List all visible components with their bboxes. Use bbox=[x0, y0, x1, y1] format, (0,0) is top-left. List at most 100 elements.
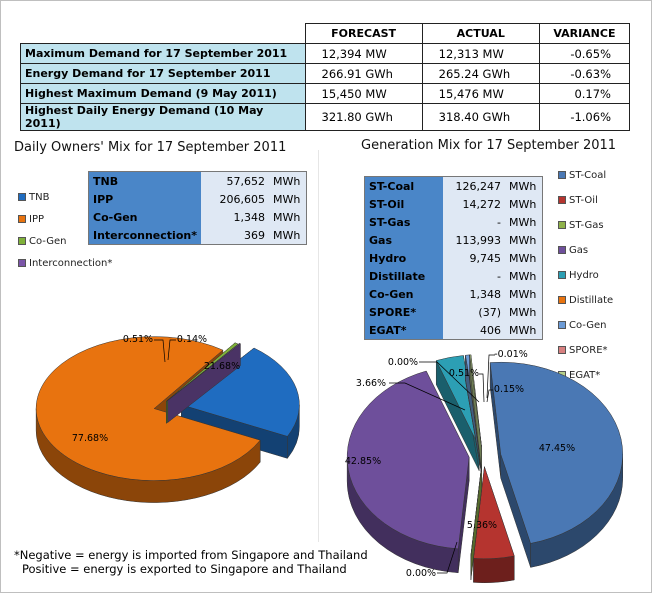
table-row: Energy Demand for 17 September 2011 266.… bbox=[20, 63, 631, 84]
table-row: ST-Gas - MWh bbox=[364, 213, 543, 231]
mix-unit: MWh bbox=[505, 249, 543, 267]
mix-value: 57,652 bbox=[200, 171, 269, 190]
actual-header: ACTUAL bbox=[421, 23, 540, 44]
data-label: 5.36% bbox=[467, 520, 497, 531]
mix-key: ST-Oil bbox=[364, 195, 443, 213]
legend-item: TNB bbox=[18, 192, 49, 203]
data-label: 21.68% bbox=[204, 361, 240, 372]
legend-item: ST-Coal bbox=[558, 170, 606, 181]
legend-item: Co-Gen bbox=[18, 236, 67, 247]
footnote-line-2: Positive = energy is exported to Singapo… bbox=[22, 562, 347, 576]
mix-key: Interconnection* bbox=[88, 226, 201, 245]
mix-unit: MWh bbox=[505, 303, 543, 321]
footnote-line-1: *Negative = energy is imported from Sing… bbox=[14, 548, 368, 562]
mix-value: 1,348 bbox=[200, 208, 269, 226]
legend-swatch bbox=[558, 196, 566, 204]
mix-value: 369 bbox=[200, 226, 269, 245]
mix-unit: MWh bbox=[505, 176, 543, 195]
generation-pie-chart: 47.45%5.36%0.00%42.85%3.66%0.00%0.51%-0.… bbox=[345, 349, 623, 583]
table-row: SPORE* (37) MWh bbox=[364, 303, 543, 321]
actual-value: 265.24 GWh bbox=[421, 63, 540, 84]
row-label: Highest Maximum Demand (9 May 2011) bbox=[20, 83, 306, 104]
pie-slice-st-coal bbox=[489, 361, 623, 568]
mix-key: ST-Gas bbox=[364, 213, 443, 231]
data-label: 0.00% bbox=[388, 357, 418, 368]
leader-line bbox=[486, 389, 493, 403]
mix-value: 206,605 bbox=[200, 190, 269, 208]
data-label: 0.15% bbox=[494, 384, 524, 395]
table-row: Interconnection* 369 MWh bbox=[88, 226, 307, 245]
mix-value: - bbox=[443, 213, 505, 231]
owners-mix-table: TNB 57,652 MWh IPP 206,605 MWh Co-Gen 1,348 MW… bbox=[88, 171, 308, 245]
summary-header-row: FORECAST ACTUAL VARIANCE bbox=[20, 23, 631, 44]
variance-value: -0.65% bbox=[538, 43, 631, 64]
table-row: ST-Oil 14,272 MWh bbox=[364, 195, 543, 213]
leader-line bbox=[154, 339, 166, 363]
mix-key: SPORE* bbox=[364, 303, 443, 321]
data-label: 0.00% bbox=[406, 568, 436, 579]
data-label: 0.51% bbox=[123, 334, 153, 345]
table-row: Highest Daily Energy Demand (10 May 2011… bbox=[20, 103, 631, 131]
mix-value: (37) bbox=[443, 303, 505, 321]
legend-swatch bbox=[18, 237, 26, 245]
legend-label: EGAT* bbox=[569, 370, 601, 381]
mix-key: ST-Coal bbox=[364, 176, 443, 195]
mix-value: 9,745 bbox=[443, 249, 505, 267]
mix-unit: MWh bbox=[505, 321, 543, 340]
pie-slice-egat- bbox=[469, 354, 482, 471]
summary-header-blank bbox=[20, 23, 305, 44]
pie-slice-st-oil bbox=[473, 466, 515, 583]
mix-key: TNB bbox=[88, 171, 201, 190]
demand-summary-table: FORECAST ACTUAL VARIANCE Maximum Demand … bbox=[20, 23, 631, 131]
legend-label: Hydro bbox=[569, 270, 599, 281]
legend-swatch bbox=[18, 215, 26, 223]
row-label: Maximum Demand for 17 September 2011 bbox=[20, 43, 306, 64]
legend-item: ST-Oil bbox=[558, 195, 598, 206]
table-row: Co-Gen 1,348 MWh bbox=[364, 285, 543, 303]
mix-value: 406 bbox=[443, 321, 505, 340]
legend-item: Interconnection* bbox=[18, 258, 112, 269]
legend-swatch bbox=[558, 271, 566, 279]
owners-pie-chart: 21.68% 77.68% 0.51% 0.14% bbox=[35, 334, 300, 503]
leader-line bbox=[389, 382, 466, 411]
table-row: Distillate - MWh bbox=[364, 267, 543, 285]
mix-unit: MWh bbox=[505, 231, 543, 249]
pie-slice-interconnection- bbox=[167, 342, 241, 423]
forecast-value: 15,450 MW bbox=[304, 83, 423, 104]
legend-label: TNB bbox=[29, 192, 50, 203]
mix-value: - bbox=[443, 267, 505, 285]
legend-swatch bbox=[18, 259, 26, 267]
leader-line bbox=[167, 339, 176, 361]
table-row: Co-Gen 1,348 MWh bbox=[88, 208, 307, 226]
legend-item: Co-Gen bbox=[558, 320, 607, 331]
legend-label: Co-Gen bbox=[569, 320, 607, 331]
mix-key: EGAT* bbox=[364, 321, 443, 340]
data-label: 0.51% bbox=[449, 368, 479, 379]
mix-unit: MWh bbox=[268, 226, 307, 245]
mix-unit: MWh bbox=[505, 195, 543, 213]
mix-unit: MWh bbox=[268, 190, 307, 208]
row-label: Energy Demand for 17 September 2011 bbox=[20, 63, 306, 84]
row-label: Highest Daily Energy Demand (10 May 2011… bbox=[20, 103, 306, 131]
mix-value: 126,247 bbox=[443, 176, 505, 195]
legend-label: Co-Gen bbox=[29, 236, 67, 247]
legend-label: Gas bbox=[569, 245, 589, 256]
mix-key: Co-Gen bbox=[88, 208, 201, 226]
generation-mix-table: ST-Coal 126,247 MWh ST-Oil 14,272 MWh ST-Gas… bbox=[364, 176, 544, 340]
owners-mix-title: Daily Owners' Mix for 17 September 2011 bbox=[14, 140, 287, 155]
legend-swatch bbox=[558, 221, 566, 229]
legend-label: IPP bbox=[29, 214, 45, 225]
table-row: EGAT* 406 MWh bbox=[364, 321, 543, 340]
pie-slice-st-gas bbox=[470, 464, 482, 581]
legend-label: Distillate bbox=[569, 295, 614, 306]
leader-line bbox=[437, 541, 458, 574]
legend-label: ST-Oil bbox=[569, 195, 598, 206]
data-label: 3.66% bbox=[356, 378, 386, 389]
variance-value: 0.17% bbox=[538, 83, 631, 104]
legend-label: Interconnection* bbox=[29, 258, 113, 269]
legend-label: ST-Gas bbox=[569, 220, 604, 231]
data-label: 77.68% bbox=[72, 433, 108, 444]
legend-label: ST-Coal bbox=[569, 170, 607, 181]
legend-item: ST-Gas bbox=[558, 220, 604, 231]
table-row: TNB 57,652 MWh bbox=[88, 171, 307, 190]
